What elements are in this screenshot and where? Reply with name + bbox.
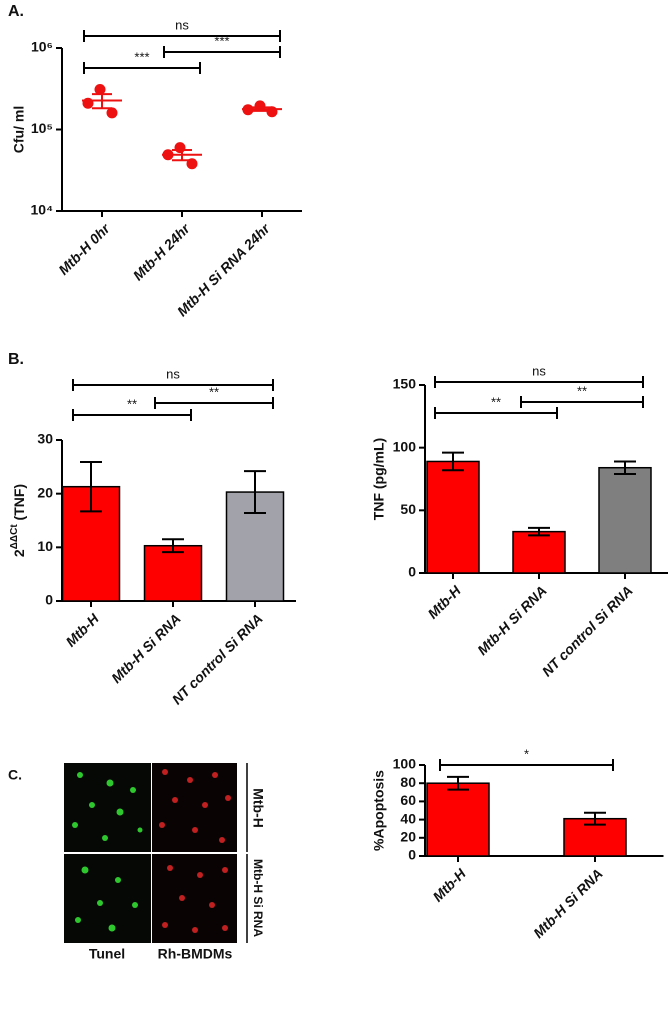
data-point (174, 142, 186, 154)
comparison-bracket (439, 759, 614, 771)
error-bar (584, 811, 606, 826)
tunel-image (64, 854, 151, 943)
y-tick-label: 10 (37, 538, 53, 554)
y-axis-label-part: ΔΔCt (9, 524, 20, 550)
panel-label: C. (8, 767, 22, 783)
y-tick-label: 150 (393, 376, 417, 392)
error-bar (92, 93, 112, 110)
significance-label: *** (134, 49, 149, 64)
comparison-bracket (83, 62, 201, 74)
y-tick-label: 50 (400, 501, 416, 517)
significance-label: ns (166, 366, 180, 381)
significance-label: ns (532, 363, 546, 378)
error-bar (80, 461, 102, 513)
x-tick-label: Mtb-H 0hr (55, 219, 114, 278)
panel-label: A. (8, 3, 24, 20)
significance-label: ** (209, 384, 219, 399)
column-label: Tunel (89, 946, 125, 962)
bar (598, 466, 652, 574)
y-tick-label: 10⁵ (31, 120, 53, 136)
error-bar (172, 149, 192, 162)
y-tick-label: 30 (37, 431, 53, 447)
y-tick-label: 100 (393, 438, 417, 454)
significance-label: ns (175, 17, 189, 32)
error-bar (162, 538, 184, 554)
bar (512, 530, 566, 574)
y-tick-label: 60 (400, 792, 416, 808)
tunel-cells (72, 772, 143, 932)
bar (426, 460, 480, 574)
y-tick-label: 0 (45, 592, 53, 608)
micrograph: C. Tunel Rh-BMDMs Mtb-H Mtb-H Si RNA (8, 763, 266, 962)
significance-label: ** (491, 394, 501, 409)
data-point (106, 107, 118, 119)
x-tick-label: NT control Si RNA (169, 610, 266, 707)
x-tick-label: NT control Si RNA (539, 582, 636, 679)
error-bar (252, 106, 272, 112)
bar (426, 782, 490, 857)
y-tick-label: 0 (408, 564, 416, 580)
comparison-bracket (72, 409, 192, 421)
y-tick-label: 0 (408, 847, 416, 863)
comparison-bracket (154, 397, 274, 409)
row-label: Mtb-H (250, 788, 266, 828)
data-point (94, 83, 106, 95)
y-tick-label: 20 (37, 484, 53, 500)
x-tick-label: Mtb-H (62, 610, 102, 650)
error-bar (614, 460, 636, 475)
y-axis-label: 2ΔΔCt (TNF) (9, 484, 27, 557)
y-tick-label: 80 (400, 774, 416, 790)
error-bar (528, 526, 550, 537)
comparison-bracket (163, 46, 281, 58)
row-label: Mtb-H Si RNA (251, 859, 265, 937)
comparison-bracket (83, 30, 281, 42)
y-axis-label: %Apoptosis (371, 770, 387, 851)
y-tick-label: 10⁶ (31, 39, 53, 55)
y-tick-label: 10⁴ (31, 202, 54, 218)
y-axis-label: Cfu/ ml (11, 106, 27, 153)
x-tick-label: Mtb-H (429, 865, 469, 905)
y-axis-label-part: (TNF) (11, 484, 27, 524)
data-point (82, 97, 94, 109)
comparison-bracket (434, 407, 558, 419)
significance-label: *** (214, 33, 229, 48)
y-axis-label-part: 2 (11, 549, 27, 557)
significance-label: ** (127, 396, 137, 411)
x-tick-label: Mtb-H Si RNA (474, 582, 550, 658)
panel-label: B. (8, 351, 24, 368)
bmdm-cells (159, 769, 231, 933)
x-tick-label: Mtb-H Si RNA (108, 610, 184, 686)
bar (143, 544, 203, 602)
comparison-bracket (434, 376, 644, 388)
significance-label: * (524, 746, 529, 761)
significance-label: ** (577, 383, 587, 398)
comparison-bracket (72, 379, 274, 391)
x-tick-label: Mtb-H 24hr (130, 219, 194, 283)
x-tick-label: Mtb-H Si RNA (530, 865, 606, 941)
error-bar (244, 470, 266, 514)
y-axis-label: TNF (pg/mL) (371, 438, 387, 520)
error-bar (447, 775, 469, 791)
x-tick-label: Mtb-H (424, 582, 464, 622)
column-label: Rh-BMDMs (158, 946, 233, 962)
error-bar (442, 451, 464, 472)
y-tick-label: 100 (393, 756, 417, 772)
y-tick-label: 20 (400, 829, 416, 845)
y-tick-label: 40 (400, 810, 416, 826)
comparison-bracket (520, 396, 644, 408)
